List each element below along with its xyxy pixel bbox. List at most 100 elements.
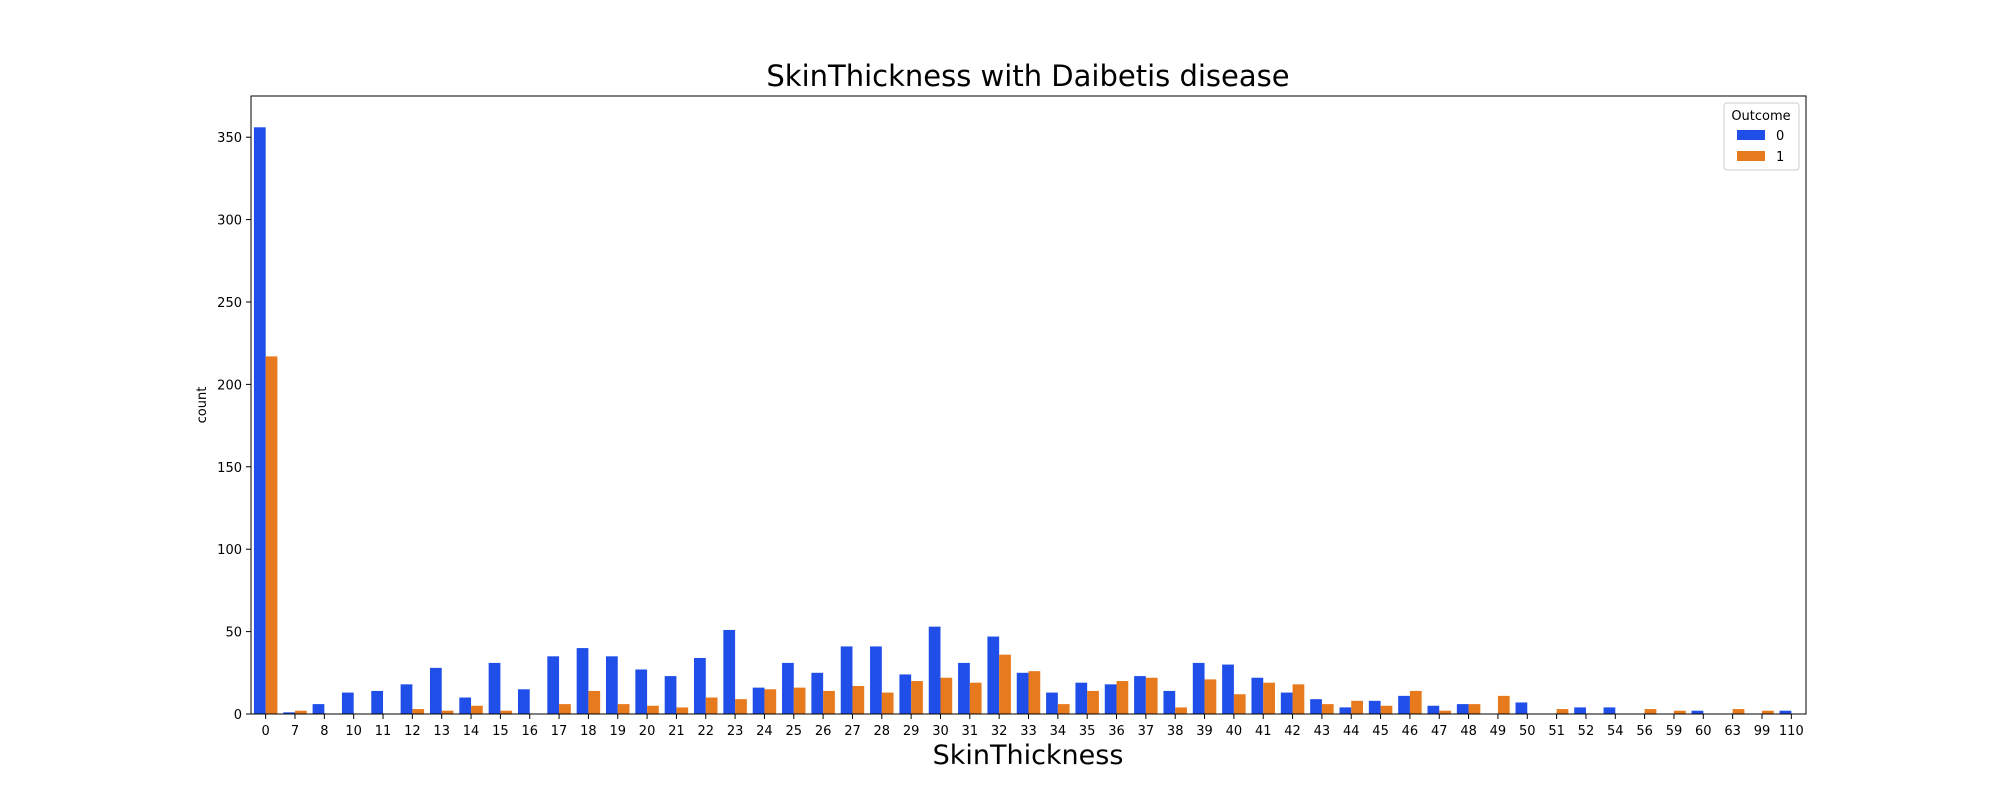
- bar-outcome-0-16: [517, 689, 530, 714]
- bar-outcome-1-30: [940, 677, 953, 714]
- legend-label-1: 1: [1776, 150, 1784, 165]
- y-tick-label-250: 250: [217, 296, 242, 311]
- x-tick-label-31: 31: [962, 724, 979, 739]
- y-tick-label-300: 300: [217, 214, 242, 229]
- x-tick-label-45: 45: [1372, 724, 1389, 739]
- bar-outcome-1-43: [1321, 704, 1334, 714]
- bar-outcome-1-31: [969, 682, 982, 714]
- bar-outcome-0-42: [1280, 692, 1293, 714]
- x-axis: 0 7 8 10 11 12 13 14 15 16 17 18 19 20 21 22 23 24 25 26 27 2…: [262, 714, 1804, 739]
- x-tick-label-10: 10: [345, 724, 362, 739]
- x-tick-label-23: 23: [727, 724, 744, 739]
- bar-outcome-0-22: [694, 657, 706, 714]
- bar-outcome-0-30: [928, 626, 941, 714]
- x-tick-label-32: 32: [991, 724, 1008, 739]
- bar-outcome-0-37: [1134, 676, 1146, 714]
- x-tick-label-12: 12: [404, 724, 421, 739]
- bar-outcome-1-45: [1380, 705, 1393, 714]
- bar-outcome-1-7: [295, 710, 307, 714]
- x-tick-label-51: 51: [1548, 724, 1565, 739]
- bar-outcome-1-24: [764, 689, 777, 714]
- bar-outcome-0-0: [253, 127, 266, 714]
- bar-outcome-1-28: [881, 692, 894, 714]
- bar-outcome-1-48: [1468, 704, 1481, 714]
- bar-outcome-0-40: [1222, 664, 1234, 714]
- y-tick-label-100: 100: [217, 543, 242, 558]
- bar-outcome-0-33: [1016, 672, 1029, 714]
- bar-outcome-0-25: [782, 662, 794, 714]
- bar-outcome-1-56: [1644, 709, 1657, 714]
- bar-outcome-0-44: [1339, 707, 1352, 714]
- x-tick-label-33: 33: [1020, 724, 1037, 739]
- bar-outcome-1-12: [412, 709, 425, 714]
- bar-outcome-1-0: [265, 356, 278, 714]
- x-tick-label-8: 8: [320, 724, 328, 739]
- legend-label-0: 0: [1776, 129, 1784, 144]
- bar-outcome-1-22: [705, 697, 718, 714]
- x-tick-label-49: 49: [1490, 724, 1507, 739]
- bar-outcome-0-110: [1779, 710, 1792, 714]
- bar-outcome-1-15: [500, 710, 513, 714]
- x-tick-label-17: 17: [551, 724, 568, 739]
- bar-outcome-0-7: [283, 712, 296, 714]
- x-tick-label-27: 27: [844, 724, 861, 739]
- bar-outcome-1-35: [1087, 690, 1099, 714]
- chart-title: SkinThickness with Daibetis disease: [766, 59, 1289, 93]
- bar-outcome-1-40: [1233, 694, 1246, 714]
- bar-outcome-0-17: [547, 656, 560, 714]
- legend: Outcome 0 1: [1723, 102, 1800, 171]
- x-tick-label-14: 14: [463, 724, 480, 739]
- x-tick-label-21: 21: [668, 724, 685, 739]
- bar-outcome-1-37: [1145, 677, 1158, 714]
- x-tick-label-22: 22: [697, 724, 714, 739]
- bar-outcome-0-60: [1691, 710, 1704, 714]
- bar-outcome-0-10: [341, 692, 354, 714]
- x-tick-label-16: 16: [521, 724, 538, 739]
- y-tick-label-50: 50: [225, 626, 242, 641]
- bar-outcome-0-43: [1310, 699, 1322, 714]
- bar-outcome-1-59: [1673, 710, 1686, 714]
- bar-outcome-0-45: [1368, 700, 1381, 714]
- x-tick-label-39: 39: [1196, 724, 1213, 739]
- bar-outcome-0-41: [1251, 677, 1264, 714]
- y-tick-label-350: 350: [217, 131, 242, 146]
- bar-outcome-0-52: [1574, 707, 1586, 714]
- legend-swatch-1: [1737, 151, 1765, 161]
- y-tick-label-200: 200: [217, 378, 242, 393]
- x-tick-label-52: 52: [1578, 724, 1595, 739]
- x-tick-label-63: 63: [1724, 724, 1741, 739]
- bar-outcome-1-27: [852, 685, 865, 714]
- x-tick-label-46: 46: [1402, 724, 1419, 739]
- bar-outcome-0-36: [1104, 684, 1117, 714]
- bar-outcome-1-39: [1204, 679, 1217, 714]
- x-tick-label-18: 18: [580, 724, 597, 739]
- bar-outcome-0-47: [1427, 705, 1440, 714]
- bar-outcome-1-41: [1263, 682, 1275, 714]
- x-tick-label-60: 60: [1695, 724, 1712, 739]
- bar-outcome-0-20: [635, 669, 648, 714]
- x-tick-label-42: 42: [1284, 724, 1301, 739]
- x-tick-label-28: 28: [874, 724, 891, 739]
- bar-outcome-1-20: [647, 705, 659, 714]
- bar-outcome-0-39: [1192, 662, 1205, 714]
- y-tick-label-150: 150: [217, 461, 242, 476]
- x-tick-label-0: 0: [262, 724, 270, 739]
- bar-outcome-0-35: [1075, 682, 1088, 714]
- bar-outcome-0-50: [1515, 702, 1528, 714]
- bar-outcome-0-27: [840, 646, 853, 714]
- bar-outcome-1-38: [1175, 707, 1187, 714]
- bar-outcome-1-49: [1497, 695, 1510, 714]
- x-tick-label-59: 59: [1666, 724, 1683, 739]
- bar-outcome-1-23: [735, 699, 747, 714]
- legend-title: Outcome: [1731, 109, 1790, 124]
- x-tick-label-37: 37: [1138, 724, 1155, 739]
- x-tick-label-36: 36: [1108, 724, 1125, 739]
- bar-outcome-0-23: [723, 629, 736, 714]
- bar-outcome-0-21: [664, 676, 677, 714]
- x-tick-label-29: 29: [903, 724, 920, 739]
- x-tick-label-56: 56: [1636, 724, 1653, 739]
- bar-outcome-1-29: [911, 681, 923, 714]
- x-tick-label-26: 26: [815, 724, 832, 739]
- bar-outcome-1-34: [1057, 704, 1070, 714]
